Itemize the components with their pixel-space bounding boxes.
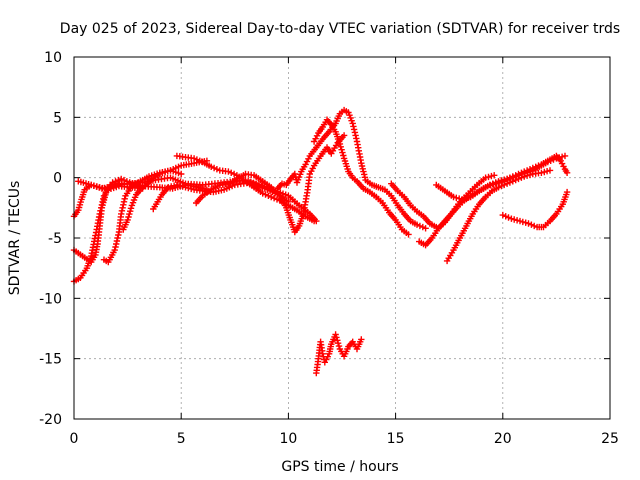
axis-ticks: 0 5 10 15 20 25 -20 -15 -10 -5 0 5 10 xyxy=(39,50,619,447)
plus-markers xyxy=(486,152,571,189)
series-sat-l xyxy=(313,331,365,377)
x-tick-label: 25 xyxy=(601,431,619,447)
series-sat-r xyxy=(499,188,571,231)
y-axis-label: SDTVAR / TECUs xyxy=(7,181,23,296)
series-sat-o xyxy=(443,167,554,265)
plus-markers xyxy=(310,116,412,238)
plus-markers xyxy=(193,132,348,236)
plus-markers xyxy=(499,188,571,231)
x-tick-label: 10 xyxy=(279,431,297,447)
series-sat-q xyxy=(486,152,571,189)
x-tick-label: 15 xyxy=(387,431,405,447)
y-tick-label: 10 xyxy=(44,50,62,66)
y-tick-label: -10 xyxy=(39,291,62,307)
x-tick-label: 20 xyxy=(494,431,512,447)
data-series xyxy=(70,106,571,377)
plus-markers xyxy=(313,331,365,377)
series-sat-b xyxy=(70,175,142,266)
series-sat-k xyxy=(310,116,412,238)
series-sat-i xyxy=(193,132,348,236)
series-sat-j xyxy=(274,106,429,232)
y-tick-label: -5 xyxy=(48,231,62,247)
y-tick-label: -15 xyxy=(39,352,62,368)
chart-title: Day 025 of 2023, Sidereal Day-to-day VTE… xyxy=(60,21,620,37)
plus-markers xyxy=(443,167,554,265)
plus-markers xyxy=(274,106,429,232)
y-tick-label: 0 xyxy=(53,171,62,187)
x-tick-label: 5 xyxy=(177,431,186,447)
x-tick-label: 0 xyxy=(70,431,79,447)
y-tick-label: 5 xyxy=(53,110,62,126)
x-axis-label: GPS time / hours xyxy=(281,459,398,475)
y-tick-label: -20 xyxy=(39,412,62,428)
